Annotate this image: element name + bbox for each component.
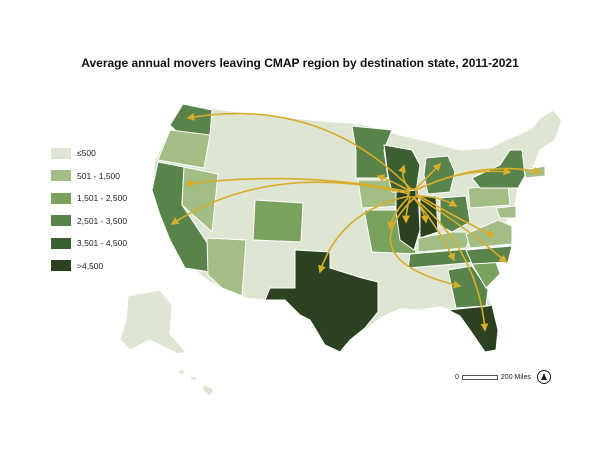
flow-arrow-minnesota (376, 174, 409, 191)
flow-arrow-washington (186, 112, 413, 191)
legend-swatch (51, 237, 71, 249)
scale-start-label: 0 (455, 373, 459, 381)
legend-label: 1,501 - 2,500 (77, 193, 128, 204)
flow-arrow-massachusetts (415, 166, 542, 191)
flow-arrow-michigan (413, 162, 442, 191)
state-maryland (495, 205, 517, 219)
scale-end-label: 200 Miles (500, 373, 531, 381)
flow-arrow-missouri (386, 197, 409, 230)
legend-label: ≤500 (77, 148, 96, 159)
flow-arrow-virginia (415, 193, 496, 237)
north-arrow-icon (536, 370, 551, 384)
legend-item: ≤500 (51, 142, 127, 165)
legend-item: 3,501 - 4,500 (51, 232, 127, 255)
scale-bar: 0 200 Miles (455, 370, 551, 384)
legend: ≤500 501 - 1,500 1,501 - 2,500 2,501 - 3… (51, 142, 127, 277)
legend-item: 2,501 - 3,500 (51, 210, 127, 233)
flow-arrow-nevada (184, 177, 411, 193)
legend-label: >4,500 (77, 260, 104, 271)
legend-label: 501 - 1,500 (77, 170, 121, 181)
state-texas (264, 249, 379, 353)
state-oregon (157, 129, 211, 169)
state-florida (446, 304, 499, 353)
flow-arrow-illinois (402, 197, 411, 224)
map-title: Average annual movers leaving CMAP regio… (81, 56, 519, 70)
flow-arrow-north-carolina (415, 195, 508, 264)
state-pennsylvania (467, 185, 511, 209)
legend-swatch (51, 170, 71, 182)
legend-item: 501 - 1,500 (51, 165, 127, 188)
state-alaska (119, 289, 187, 355)
state-arizona (206, 237, 247, 297)
flow-arrow-georgia (389, 197, 462, 289)
legend-item: >4,500 (51, 255, 127, 278)
legend-label: 2,501 - 3,500 (77, 215, 128, 226)
flow-arrow-texas (318, 195, 411, 274)
state-colorado (252, 199, 304, 243)
legend-swatch (51, 147, 71, 159)
legend-swatch (51, 215, 71, 227)
flow-arrow-california (170, 181, 411, 225)
state-hawaii (177, 369, 215, 397)
flow-arrow-wisconsin (398, 164, 411, 191)
flow-arrow-indiana (413, 197, 429, 224)
state-minnesota (351, 125, 393, 179)
scale-line (461, 374, 498, 380)
flow-arrow-florida (413, 197, 489, 332)
legend-swatch (51, 260, 71, 272)
flow-arrow-ohio (415, 195, 458, 207)
legend-swatch (51, 192, 71, 204)
legend-item: 1,501 - 2,500 (51, 187, 127, 210)
state-michigan (423, 155, 456, 195)
legend-label: 3,501 - 4,500 (77, 238, 128, 249)
